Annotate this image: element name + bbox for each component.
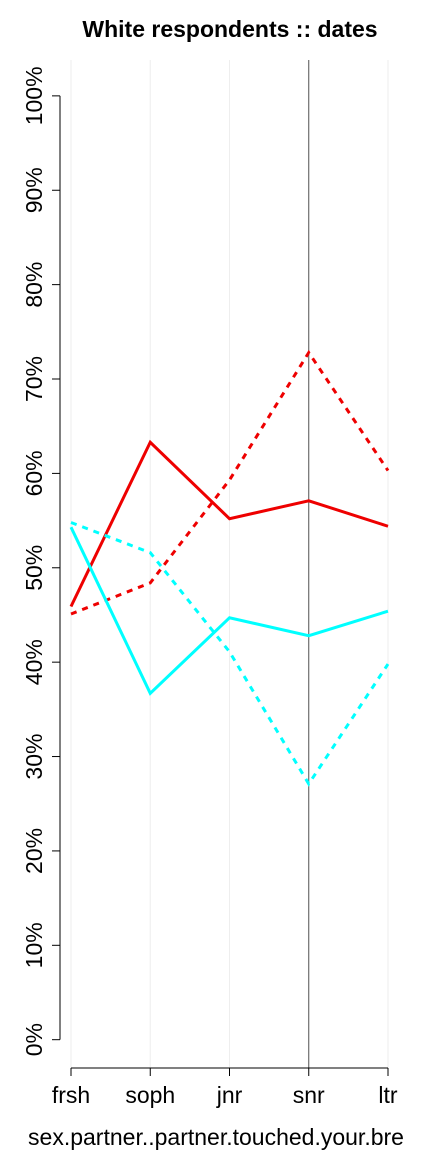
x-tick-label: frsh <box>52 1082 90 1108</box>
y-tick-label: 90% <box>21 167 47 213</box>
chart-title: White respondents :: dates <box>82 16 377 42</box>
y-tick-label: 100% <box>21 66 47 125</box>
y-tick-label: 80% <box>21 262 47 308</box>
y-tick-label: 70% <box>21 356 47 402</box>
y-tick-label: 60% <box>21 450 47 496</box>
x-tick-label: jnr <box>216 1082 243 1108</box>
series-line <box>70 521 390 787</box>
y-tick-label: 50% <box>21 545 47 591</box>
x-tick-label: soph <box>125 1082 175 1108</box>
x-axis-label: sex.partner..partner.touched.your.bre <box>28 1124 404 1150</box>
series-line <box>69 526 389 696</box>
y-tick-label: 20% <box>21 828 47 874</box>
series-line <box>69 439 389 608</box>
series-line <box>70 349 390 616</box>
y-tick-label: 10% <box>21 922 47 968</box>
y-tick-label: 0% <box>21 1023 47 1056</box>
y-tick-label: 30% <box>21 734 47 780</box>
x-tick-label: snr <box>293 1082 325 1108</box>
x-tick-label: ltr <box>378 1082 398 1108</box>
y-tick-label: 40% <box>21 639 47 685</box>
